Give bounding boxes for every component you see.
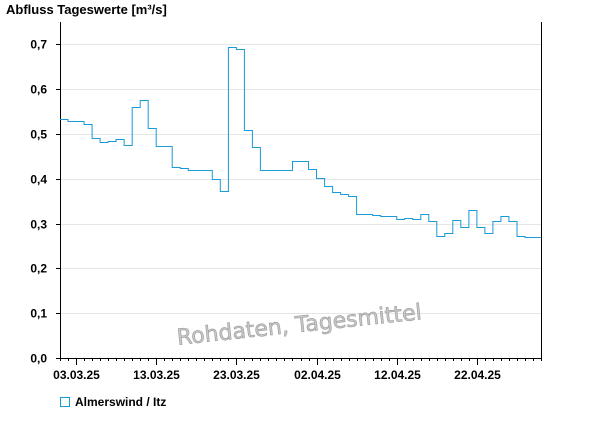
x-tick-label: 23.03.25	[213, 368, 260, 382]
y-tick-label: 0,0	[30, 352, 47, 366]
axes	[56, 22, 542, 365]
y-tick-label: 0,4	[30, 173, 47, 187]
y-tick-label: 0,2	[30, 262, 47, 276]
y-tick-label: 0,7	[30, 38, 47, 52]
tick-labels: 0,0 0,1 0,2 0,3 0,4 0,5 0,6 0,7 03.03.25 13.03.25…	[30, 38, 501, 383]
y-tick-label: 0,1	[30, 307, 47, 321]
x-tick-label: 03.03.25	[53, 368, 100, 382]
legend-swatch	[60, 397, 70, 407]
y-tick-label: 0,5	[30, 128, 47, 142]
x-tick-label: 02.04.25	[294, 368, 341, 382]
gridlines	[60, 44, 541, 314]
x-tick-label: 22.04.25	[454, 368, 501, 382]
y-tick-label: 0,3	[30, 218, 47, 232]
legend-label: Almerswind / Itz	[75, 395, 167, 409]
chart-title: Abfluss Tageswerte [m³/s]	[6, 2, 167, 17]
watermark-text: Rohdaten, Tagesmittel	[176, 300, 423, 351]
y-tick-label: 0,6	[30, 83, 47, 97]
x-tick-label: 12.04.25	[374, 368, 421, 382]
x-tick-label: 13.03.25	[133, 368, 180, 382]
series-line-almerswind-itz	[60, 47, 541, 238]
legend: Almerswind / Itz	[60, 395, 166, 409]
